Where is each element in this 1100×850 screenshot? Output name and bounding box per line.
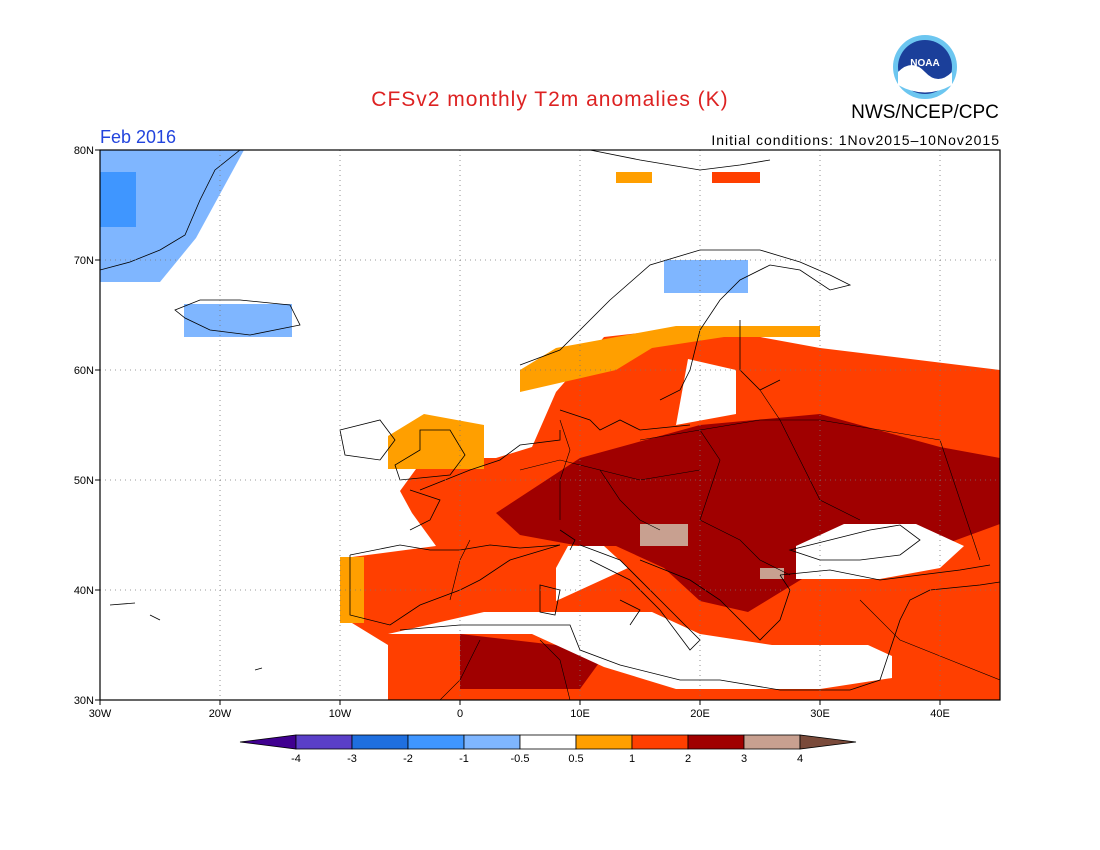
anomaly-region-9 (556, 546, 628, 601)
colorbar-swatch (351, 734, 409, 750)
lon-tick-label: 30W (89, 708, 112, 720)
lon-tick-label: 20E (690, 708, 710, 720)
lon-tick-label: 20W (209, 708, 232, 720)
colorbar-label: -1 (459, 753, 469, 765)
coastlines (100, 150, 1000, 691)
colorbar-label: 2 (685, 753, 691, 765)
lon-tick-label: 10W (329, 708, 352, 720)
colorbar-swatch (575, 734, 633, 750)
colorbar-label: 3 (741, 753, 747, 765)
colorbar-label: -0.5 (511, 753, 530, 765)
lat-tick-label: 50N (74, 475, 94, 487)
lon-tick-label: 40E (930, 708, 950, 720)
anomaly-region-16 (616, 172, 652, 183)
lon-tick-label: 30E (810, 708, 830, 720)
initial-conditions: Initial conditions: 1Nov2015–10Nov2015 (711, 132, 1000, 148)
lat-tick-label: 30N (74, 695, 94, 707)
agency-label: NWS/NCEP/CPC (851, 102, 999, 123)
lon-tick-label: 10E (570, 708, 590, 720)
anomaly-region-14 (184, 304, 292, 337)
colorbar-swatch (295, 734, 353, 750)
anomaly-region-6 (640, 524, 688, 546)
anomaly-region-13 (100, 172, 136, 227)
anomaly-region-8 (388, 612, 892, 689)
anomaly-region-17 (712, 172, 760, 183)
noaa-logo: NOAA (893, 35, 957, 99)
colorbar-label: 1 (629, 753, 635, 765)
colorbar-swatch (687, 734, 745, 750)
anomaly-region-15 (664, 260, 748, 293)
map-frame (99, 149, 1001, 701)
colorbar-swatch (631, 734, 689, 750)
lat-tick-label: 70N (74, 255, 94, 267)
lat-tick-label: 40N (74, 585, 94, 597)
forecast-period: Feb 2016 (100, 127, 177, 147)
anomaly-region-2 (340, 557, 364, 623)
map-area: 80N 70N 60N 50N 40N 30N 30W 20W 10W 0 10E 20E 30E 40… (74, 145, 1001, 720)
anomaly-region-7 (760, 568, 784, 579)
colorbar-swatch (407, 734, 465, 750)
lat-tick-label: 80N (74, 145, 94, 157)
map-title: CFSv2 monthly T2m anomalies (K) (371, 88, 729, 111)
lat-tick-label: 60N (74, 365, 94, 377)
colorbar-label: 4 (797, 753, 803, 765)
anomaly-region-3 (520, 326, 820, 392)
anomaly-region-11 (676, 359, 736, 425)
colorbar: -4 -3 -2 -1 -0.5 0.5 1 2 3 4 (239, 734, 857, 765)
colorbar-swatch (519, 734, 577, 750)
colorbar-swatch (743, 734, 801, 750)
lon-tick-label: 0 (457, 708, 463, 720)
anomaly-region-4 (496, 414, 1000, 612)
colorbar-low-arrow (239, 734, 297, 750)
colorbar-label: -3 (347, 753, 357, 765)
colorbar-label: -2 (403, 753, 413, 765)
noaa-logo-text: NOAA (910, 58, 939, 69)
colorbar-swatch (463, 734, 521, 750)
colorbar-label: 0.5 (568, 753, 583, 765)
colorbar-high-arrow (799, 734, 857, 750)
colorbar-label: -4 (291, 753, 301, 765)
